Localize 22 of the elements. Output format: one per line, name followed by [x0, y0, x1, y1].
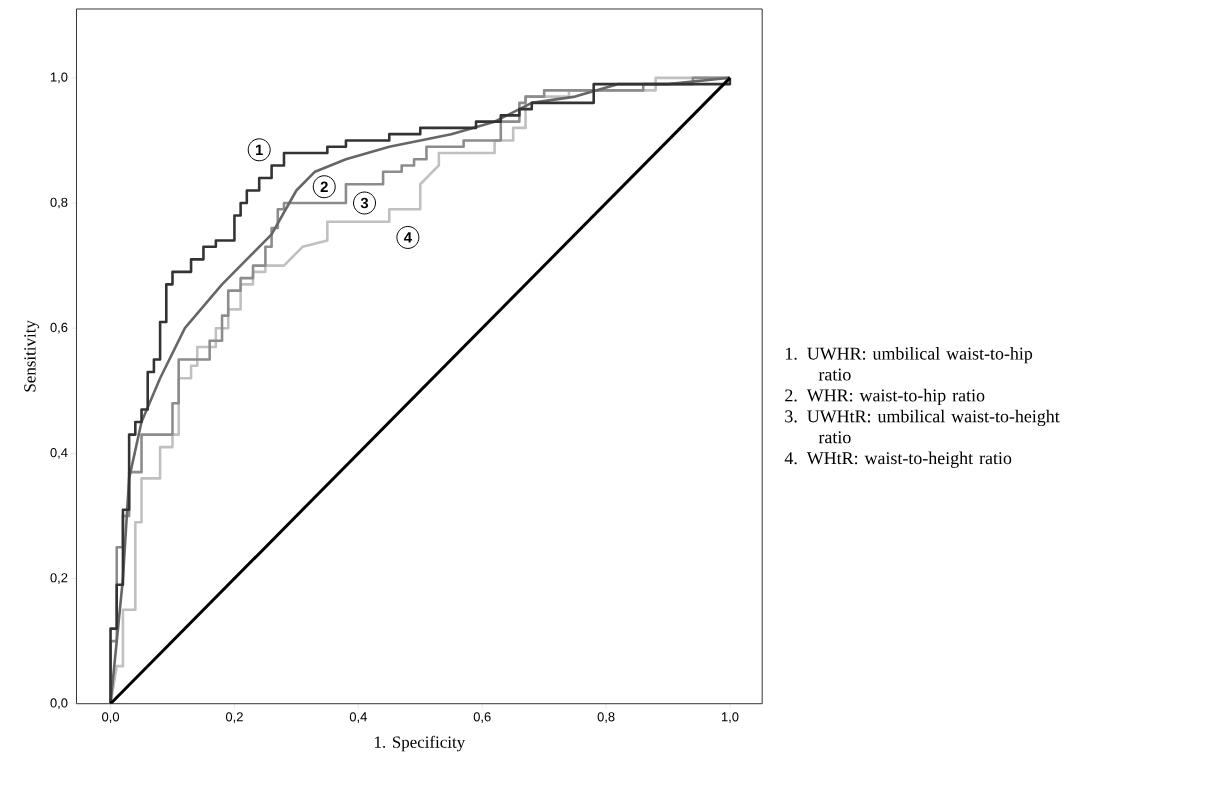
text: 4. WHtR: waist-to-height ratio — [784, 451, 1012, 468]
y-tick-label: 1,0 — [50, 72, 68, 84]
x-tick-label: 0,8 — [597, 712, 615, 723]
series-label: 3 — [360, 197, 369, 209]
x-tick-label: 0,4 — [349, 712, 367, 723]
y-tick-label: 0,0 — [50, 698, 68, 709]
y-tick-label: 0,2 — [50, 573, 68, 584]
text: 2. WHR: waist-to-hip ratio — [785, 388, 985, 406]
text: 1. UWHR: umbilical waist-to-hip ratio — [785, 346, 1033, 381]
series-label: 2 — [320, 181, 328, 192]
text: 3. UWHtR: umbilical waist-to-height ratio — [785, 409, 1060, 444]
y-axis-title: Sensitivity — [24, 320, 40, 392]
x-axis-title: 1. Specificity — [374, 735, 466, 752]
x-tick-label: 0,2 — [225, 712, 243, 723]
y-tick-label: 0,8 — [50, 197, 68, 209]
x-tick-label: 1,0 — [721, 712, 739, 723]
series-label: 4 — [403, 232, 412, 243]
series-label: 1 — [255, 144, 263, 155]
x-tick-label: 0,6 — [473, 712, 491, 723]
y-tick-label: 0,6 — [50, 322, 68, 334]
x-tick-label: 0,0 — [102, 712, 120, 723]
y-tick-label: 0,4 — [50, 447, 68, 459]
